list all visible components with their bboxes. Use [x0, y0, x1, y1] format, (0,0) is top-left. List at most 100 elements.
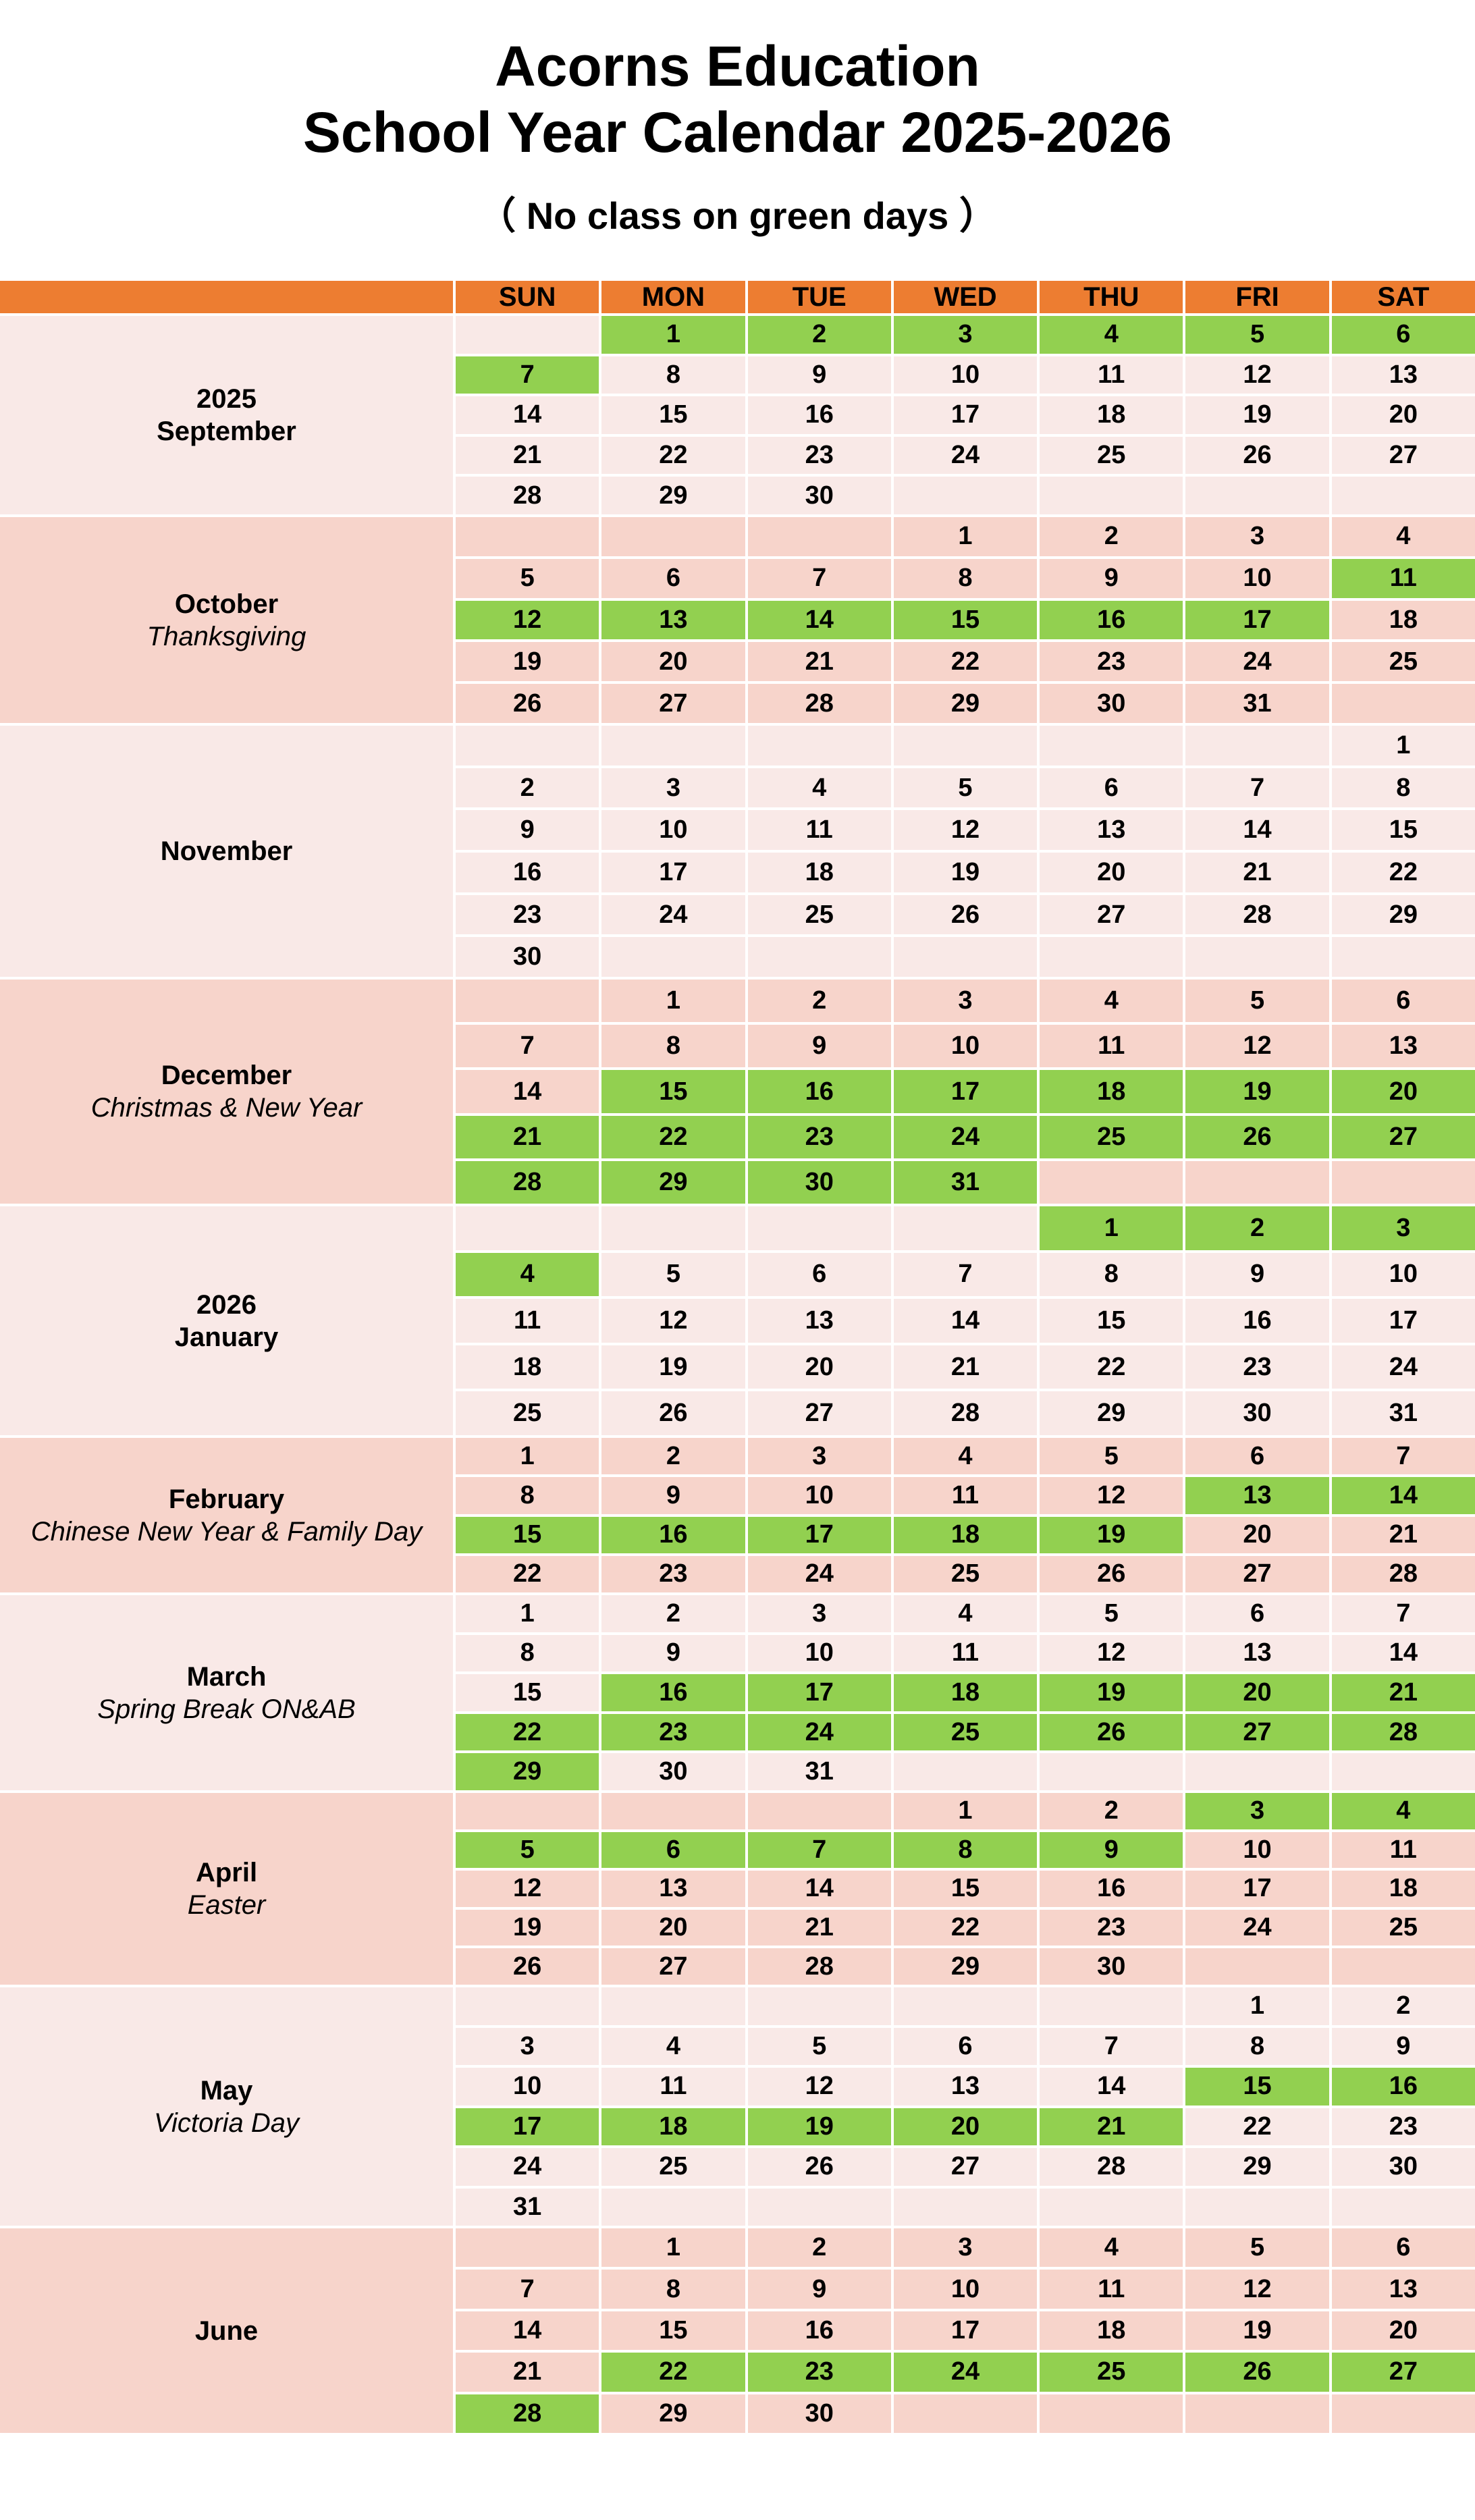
- day-cell: 19: [456, 1909, 599, 1946]
- month-block: March Spring Break ON&AB 1 2 3 4 5 6 7 8 9 10 11 12 13…: [0, 1595, 1475, 1790]
- empty-day-cell: [1185, 2188, 1329, 2226]
- day-cell: 26: [1185, 436, 1329, 475]
- day-cell: 18: [1331, 1871, 1475, 1907]
- day-cell: 23: [456, 894, 599, 935]
- day-cell: 2: [747, 980, 891, 1023]
- day-cell: 25: [1331, 642, 1475, 682]
- day-cell: 14: [893, 1299, 1038, 1343]
- week-row: 7 8 9 10 11 12 13: [456, 356, 1475, 394]
- day-cell: 17: [1331, 1299, 1475, 1343]
- day-cell: 8: [893, 558, 1038, 598]
- week-row: 8 9 10 11 12 13 14: [456, 1634, 1475, 1672]
- day-cell: 2: [601, 1595, 745, 1632]
- day-cell: 27: [601, 1948, 745, 1985]
- empty-day-cell: [456, 1793, 599, 1829]
- day-cell: 23: [747, 436, 891, 475]
- day-cell: 2: [1331, 1987, 1475, 2025]
- day-cell: 28: [747, 1948, 891, 1985]
- day-cell: 16: [1040, 1871, 1183, 1907]
- day-cell: 4: [1331, 517, 1475, 556]
- no-class-day-cell: 26: [1040, 1713, 1183, 1751]
- no-class-day-cell: 20: [893, 2108, 1038, 2145]
- day-cell: 14: [1185, 810, 1329, 851]
- day-cell: 7: [1185, 768, 1329, 808]
- month-name: April: [195, 1858, 258, 1887]
- day-cell: 21: [1331, 1516, 1475, 1553]
- day-cell: 24: [601, 894, 745, 935]
- empty-day-cell: [1040, 937, 1183, 977]
- day-cell: 28: [1040, 2148, 1183, 2186]
- header-month-column: [0, 281, 453, 313]
- day-cell: 6: [893, 2027, 1038, 2065]
- no-class-day-cell: 5: [456, 1831, 599, 1869]
- day-cell: 7: [893, 1252, 1038, 1297]
- month-name: December: [161, 1061, 292, 1090]
- no-class-day-cell: 16: [747, 1070, 891, 1113]
- week-row: 22 23 24 25 26 27 28: [456, 1713, 1475, 1751]
- no-class-day-cell: 17: [747, 1516, 891, 1553]
- day-cell: 8: [601, 2270, 745, 2309]
- no-class-day-cell: 25: [1040, 2353, 1183, 2392]
- week-row: 29 30 31: [456, 1753, 1475, 1790]
- day-cell: 29: [1040, 1391, 1183, 1435]
- no-class-day-cell: 13: [601, 600, 745, 640]
- empty-day-cell: [747, 1987, 891, 2025]
- no-class-day-cell: 29: [456, 1753, 599, 1790]
- no-class-day-cell: 9: [1040, 1831, 1183, 1869]
- day-cell: 30: [1040, 684, 1183, 723]
- day-cell: 10: [747, 1477, 891, 1514]
- no-class-day-cell: 29: [601, 1160, 745, 1204]
- month-block: April Easter 1 2 3 4 5 6 7 8 9 10 11 12 13 14 15 16 17 18 19…: [0, 1793, 1475, 1985]
- day-cell: 5: [601, 1252, 745, 1297]
- day-cell: 4: [747, 768, 891, 808]
- day-cell: 24: [456, 2148, 599, 2186]
- week-row: 18 19 20 21 22 23 24: [456, 1345, 1475, 1389]
- day-cell: 10: [893, 356, 1038, 394]
- no-class-day-cell: 28: [456, 2394, 599, 2434]
- week-row: 25 26 27 28 29 30 31: [456, 1391, 1475, 1435]
- day-cell: 14: [456, 2311, 599, 2351]
- day-cell: 8: [601, 1025, 745, 1068]
- month-label: 2025 September: [0, 316, 453, 514]
- week-row: 24 25 26 27 28 29 30: [456, 2148, 1475, 2186]
- week-rows: 1 2 3 4 5 6 7 8 9 10 11 12 13 14 15 16 17 18 19 20 21 22 23 24 2…: [456, 316, 1475, 514]
- no-class-day-cell: 18: [893, 1674, 1038, 1711]
- weekday-header-row: SUN MON TUE WED THU FRI SAT: [0, 281, 1475, 313]
- empty-day-cell: [893, 726, 1038, 766]
- day-cell: 13: [1185, 1634, 1329, 1672]
- week-row: 28 29 30 31: [456, 1160, 1475, 1204]
- day-cell: 9: [747, 356, 891, 394]
- month-block: October Thanksgiving 1 2 3 4 5 6 7 8 9 10 11 12 13 14 15…: [0, 517, 1475, 723]
- empty-day-cell: [456, 1206, 599, 1250]
- day-cell: 14: [747, 1871, 891, 1907]
- month-name: March: [186, 1661, 267, 1692]
- day-cell: 8: [601, 356, 745, 394]
- day-cell: 21: [456, 2353, 599, 2392]
- day-cell: 7: [1331, 1595, 1475, 1632]
- empty-day-cell: [456, 980, 599, 1023]
- no-class-day-cell: 19: [1040, 1516, 1183, 1553]
- day-cell: 9: [1040, 558, 1183, 598]
- empty-day-cell: [1040, 726, 1183, 766]
- day-cell: 3: [747, 1438, 891, 1475]
- day-cell: 30: [601, 1753, 745, 1790]
- week-row: 10 11 12 13 14 15 16: [456, 2068, 1475, 2106]
- no-class-day-cell: 16: [1040, 600, 1183, 640]
- holiday-note: Thanksgiving: [146, 621, 306, 651]
- no-class-day-cell: 1: [1040, 1206, 1183, 1250]
- month-list: 2025 September 1 2 3 4 5 6 7 8 9 10 11 12 13 14 15 16 17 18…: [0, 316, 1475, 2434]
- empty-day-cell: [456, 1987, 599, 2025]
- day-cell: 21: [747, 642, 891, 682]
- day-cell: 6: [1185, 1438, 1329, 1475]
- no-class-day-cell: 5: [1185, 316, 1329, 354]
- day-cell: 22: [893, 642, 1038, 682]
- month-name: February: [168, 1484, 285, 1514]
- day-cell: 25: [1331, 1909, 1475, 1946]
